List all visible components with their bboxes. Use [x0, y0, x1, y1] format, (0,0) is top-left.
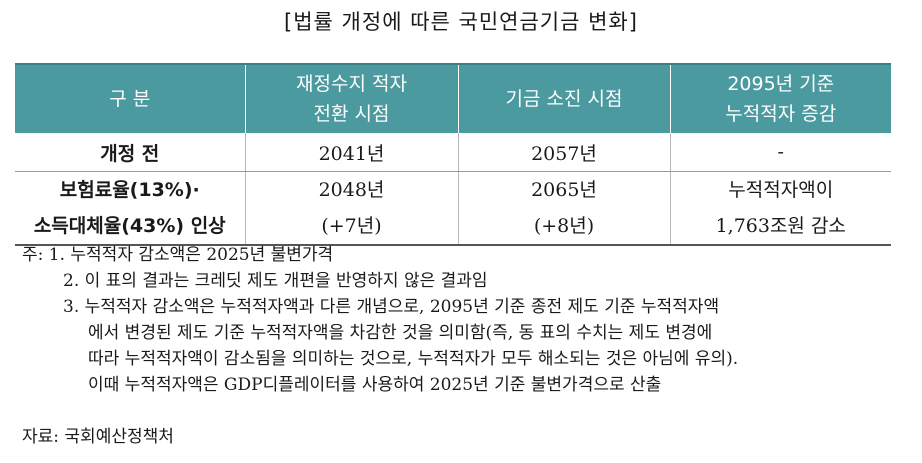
note-3-cont: 에서 변경된 제도 기준 누적적자액을 차감한 것을 의미함(즉, 동 표의 수…	[88, 323, 713, 343]
table-row: 보험료율(13%)· 소득대체율(43%) 인상 2048년 (+7년) 206…	[15, 171, 891, 246]
header-cumulative-deficit: 2095년 기준 누적적자 증감	[669, 63, 891, 133]
row-label: 보험료율(13%)· 소득대체율(43%) 인상	[15, 171, 245, 246]
header-fund-depletion: 기금 소진 시점	[457, 63, 670, 133]
header-deficit-turn: 재정수지 적자 전환 시점	[244, 63, 458, 133]
note-3: 3. 누적적자 감소액은 누적적자액과 다른 개념으로, 2095년 기준 종전…	[63, 297, 720, 317]
source-line: 자료: 국회예산정책처	[22, 427, 174, 447]
header-category: 구 분	[15, 63, 245, 133]
table-header-row: 구 분 재정수지 적자 전환 시점 기금 소진 시점 2095년 기준 누적적자…	[15, 63, 891, 133]
note-3-cont: 이때 누적적자액은 GDP디플레이터를 사용하여 2025년 기준 불변가격으로…	[88, 375, 662, 395]
cell-deficit-turn: 2041년	[244, 133, 458, 172]
cell-deficit-turn: 2048년 (+7년)	[244, 171, 458, 246]
row-label: 개정 전	[15, 133, 245, 172]
table-notes: 주: 1. 누적적자 감소액은 2025년 불변가격 2. 이 표의 결과는 크…	[22, 242, 738, 398]
cell-fund-depletion: 2057년	[457, 133, 670, 172]
cell-fund-depletion: 2065년 (+8년)	[457, 171, 670, 246]
note-2: 2. 이 표의 결과는 크레딧 제도 개편을 반영하지 않은 결과임	[63, 271, 488, 291]
page-title: [법률 개정에 따른 국민연금기금 변화]	[284, 10, 638, 34]
cell-cumulative-deficit: -	[669, 133, 891, 172]
fund-change-table: 구 분 재정수지 적자 전환 시점 기금 소진 시점 2095년 기준 누적적자…	[15, 63, 891, 246]
cell-cumulative-deficit: 누적적자액이 1,763조원 감소	[669, 171, 891, 246]
note-3-cont: 따라 누적적자액이 감소됨을 의미하는 것으로, 누적적자가 모두 해소되는 것…	[88, 349, 739, 369]
table-row: 개정 전 2041년 2057년 -	[15, 133, 891, 172]
note-1: 주: 1. 누적적자 감소액은 2025년 불변가격	[22, 245, 334, 265]
